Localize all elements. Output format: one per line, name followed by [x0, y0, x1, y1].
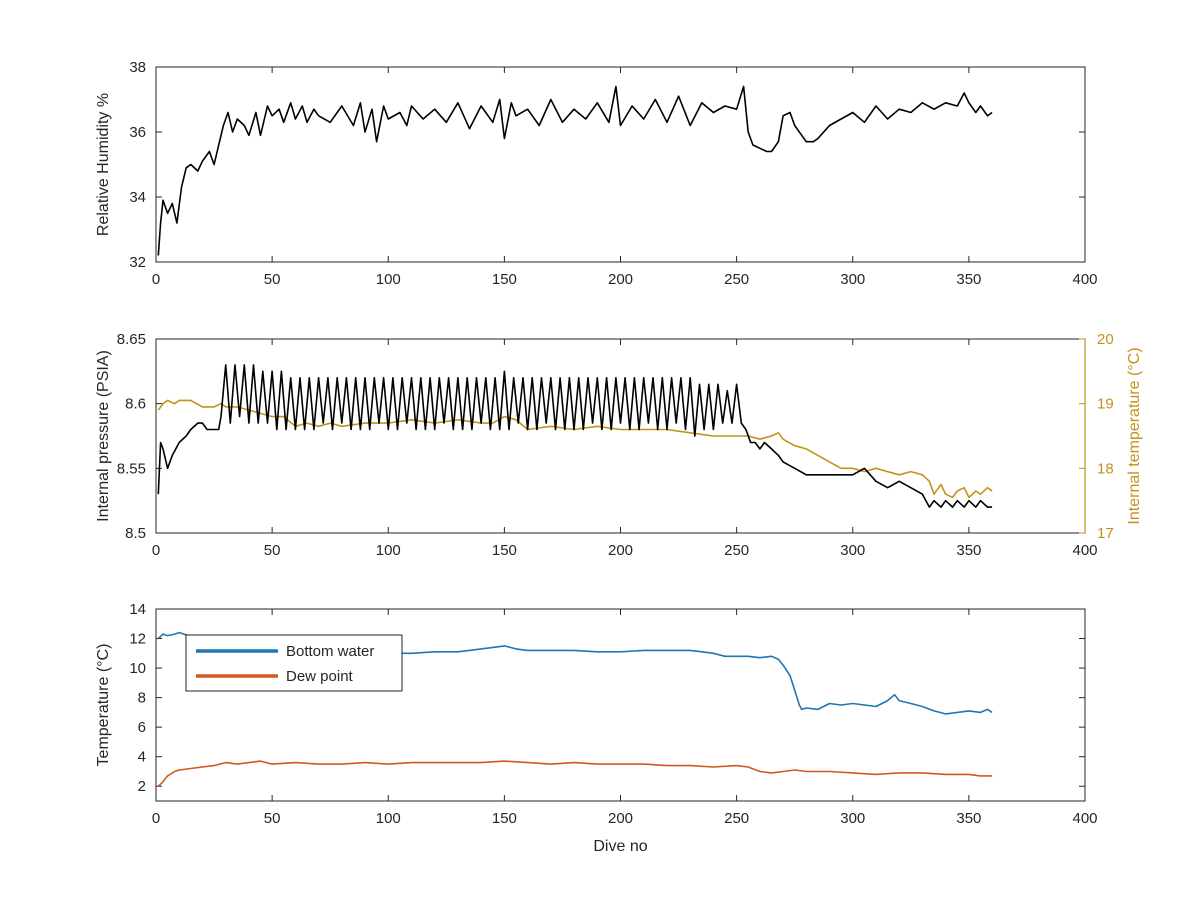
x-tick-label: 200 [608, 810, 633, 827]
chart-panel-1: 0 50 100 150 200 250 300 350 400 32 34 36 38 Relative… [95, 59, 1098, 288]
y-axis-label: Internal pressure (PSIA) [95, 350, 112, 522]
x-tick-label: 400 [1072, 810, 1097, 827]
x-tick-label: 350 [956, 542, 981, 559]
x-axis-label: Dive no [593, 838, 647, 855]
y-tick-label: 8.6 [125, 396, 146, 413]
y-tick-label: 2 [138, 778, 146, 795]
x-tick-label: 100 [376, 542, 401, 559]
y-tick-label: 8.5 [125, 525, 146, 542]
panels: 0 50 100 150 200 250 300 350 40032343638Relative… [95, 59, 1143, 855]
x-tick-label: 150 [492, 810, 517, 827]
x-tick-label: 50 [264, 542, 281, 559]
x-tick-label: 350 [956, 271, 981, 288]
x-tick-label: 250 [724, 810, 749, 827]
x-tick-label: 300 [840, 271, 865, 288]
y-tick-label: 8 [138, 690, 146, 707]
y-tick-label: 12 [129, 631, 146, 648]
x-tick-label: 250 [724, 271, 749, 288]
y-tick-label: 32 [129, 254, 146, 271]
y2-tick-label: 18 [1097, 460, 1114, 477]
y2-tick-label: 17 [1097, 525, 1114, 542]
x-tick-label: 150 [492, 271, 517, 288]
x-tick-label: 150 [492, 542, 517, 559]
series-line-internal-temperature [157, 399, 993, 499]
y-tick-label: 34 [129, 189, 146, 206]
chart-panel-3: 0 50 100 150 200 250 300 350 400 2 4 6 8 10 12 14 Temper… [95, 601, 1098, 855]
series-line-panel-1 [157, 85, 993, 256]
x-tick-label: 400 [1072, 542, 1097, 559]
y-tick-label: 14 [129, 601, 146, 618]
y-tick-label: 36 [129, 124, 146, 141]
y2-tick-label: 19 [1097, 396, 1114, 413]
x-tick-label: 300 [840, 542, 865, 559]
y2-axis-label: Internal temperature (°C) [1126, 347, 1143, 524]
series-line-panel-2 [157, 364, 993, 508]
y-tick-label: 8.55 [117, 460, 146, 477]
x-tick-label: 0 [152, 542, 160, 559]
y-tick-label: 4 [138, 749, 146, 766]
legend: Bottom water Dew point [185, 634, 403, 692]
y2-tick-label: 20 [1097, 331, 1114, 348]
x-tick-label: 50 [264, 271, 281, 288]
series-line-dew-point [157, 760, 993, 787]
legend-box [185, 634, 403, 692]
y-tick-label: 6 [138, 719, 146, 736]
x-tick-label: 400 [1072, 271, 1097, 288]
x-tick-label: 200 [608, 542, 633, 559]
x-tick-label: 250 [724, 542, 749, 559]
x-tick-label: 0 [152, 271, 160, 288]
legend-entry: Bottom water [286, 643, 374, 660]
legend-entry: Dew point [286, 668, 354, 685]
y-tick-label: 8.65 [117, 331, 146, 348]
y-tick-label: 10 [129, 660, 146, 677]
y-axis-label: Relative Humidity % [95, 93, 112, 236]
x-tick-label: 100 [376, 271, 401, 288]
chart-panel-2: 0 50 100 150 200 250 300 350 400 8.5 8.55 8.6 8.65 In… [95, 331, 1143, 559]
x-tick-label: 50 [264, 810, 281, 827]
x-tick-label: 350 [956, 810, 981, 827]
x-tick-label: 0 [152, 810, 160, 827]
x-tick-label: 100 [376, 810, 401, 827]
x-tick-label: 300 [840, 810, 865, 827]
x-tick-label: 200 [608, 271, 633, 288]
y-tick-label: 38 [129, 59, 146, 76]
y-axis-label: Temperature (°C) [95, 644, 112, 767]
